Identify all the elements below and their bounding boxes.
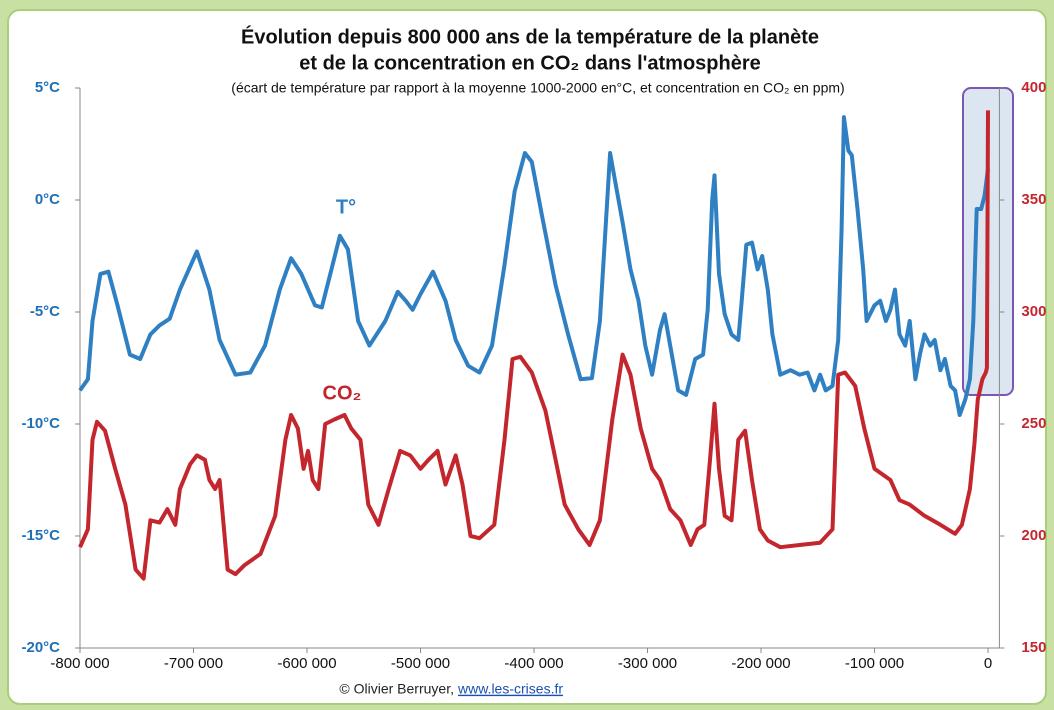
x-tick-label: -300 000	[618, 655, 677, 672]
x-tick-label: 0	[984, 655, 992, 672]
x-tick-label: -100 000	[845, 655, 904, 672]
x-tick-label: -600 000	[277, 655, 336, 672]
y-tick-label: -15°C	[21, 527, 60, 544]
source: © Olivier Berruyer,	[339, 681, 454, 697]
x-tick-label: -400 000	[504, 655, 563, 672]
x-tick-label: -500 000	[391, 655, 450, 672]
y2-tick-label: 150	[1021, 639, 1046, 656]
y2-tick-label: 200	[1021, 527, 1046, 544]
chart-title: Évolution depuis 800 000 ans de la tempé…	[241, 25, 819, 48]
chart-subtitle: (écart de température par rapport à la m…	[231, 80, 844, 96]
chart-title-line2: et de la concentration en CO₂ dans l'atm…	[299, 52, 761, 74]
y2-tick-label: 400	[1021, 79, 1046, 96]
series-label: CO₂	[323, 382, 362, 404]
y2-tick-label: 350	[1021, 191, 1046, 208]
y-tick-label: -10°C	[21, 415, 60, 432]
y-tick-label: 0°C	[35, 191, 60, 208]
source-link[interactable]: www.les-crises.fr	[457, 681, 563, 697]
y-tick-label: -5°C	[30, 303, 60, 320]
data-line	[78, 115, 990, 417]
y-tick-label: -20°C	[21, 639, 60, 656]
panel	[7, 9, 1047, 705]
y2-tick-label: 300	[1021, 303, 1046, 320]
series-label: T°	[336, 196, 356, 218]
data-line	[78, 110, 990, 581]
x-tick-label: -200 000	[731, 655, 790, 672]
x-tick-label: -700 000	[164, 655, 223, 672]
y2-tick-label: 250	[1021, 415, 1046, 432]
y-tick-label: 5°C	[35, 79, 60, 96]
x-tick-label: -800 000	[50, 655, 109, 672]
